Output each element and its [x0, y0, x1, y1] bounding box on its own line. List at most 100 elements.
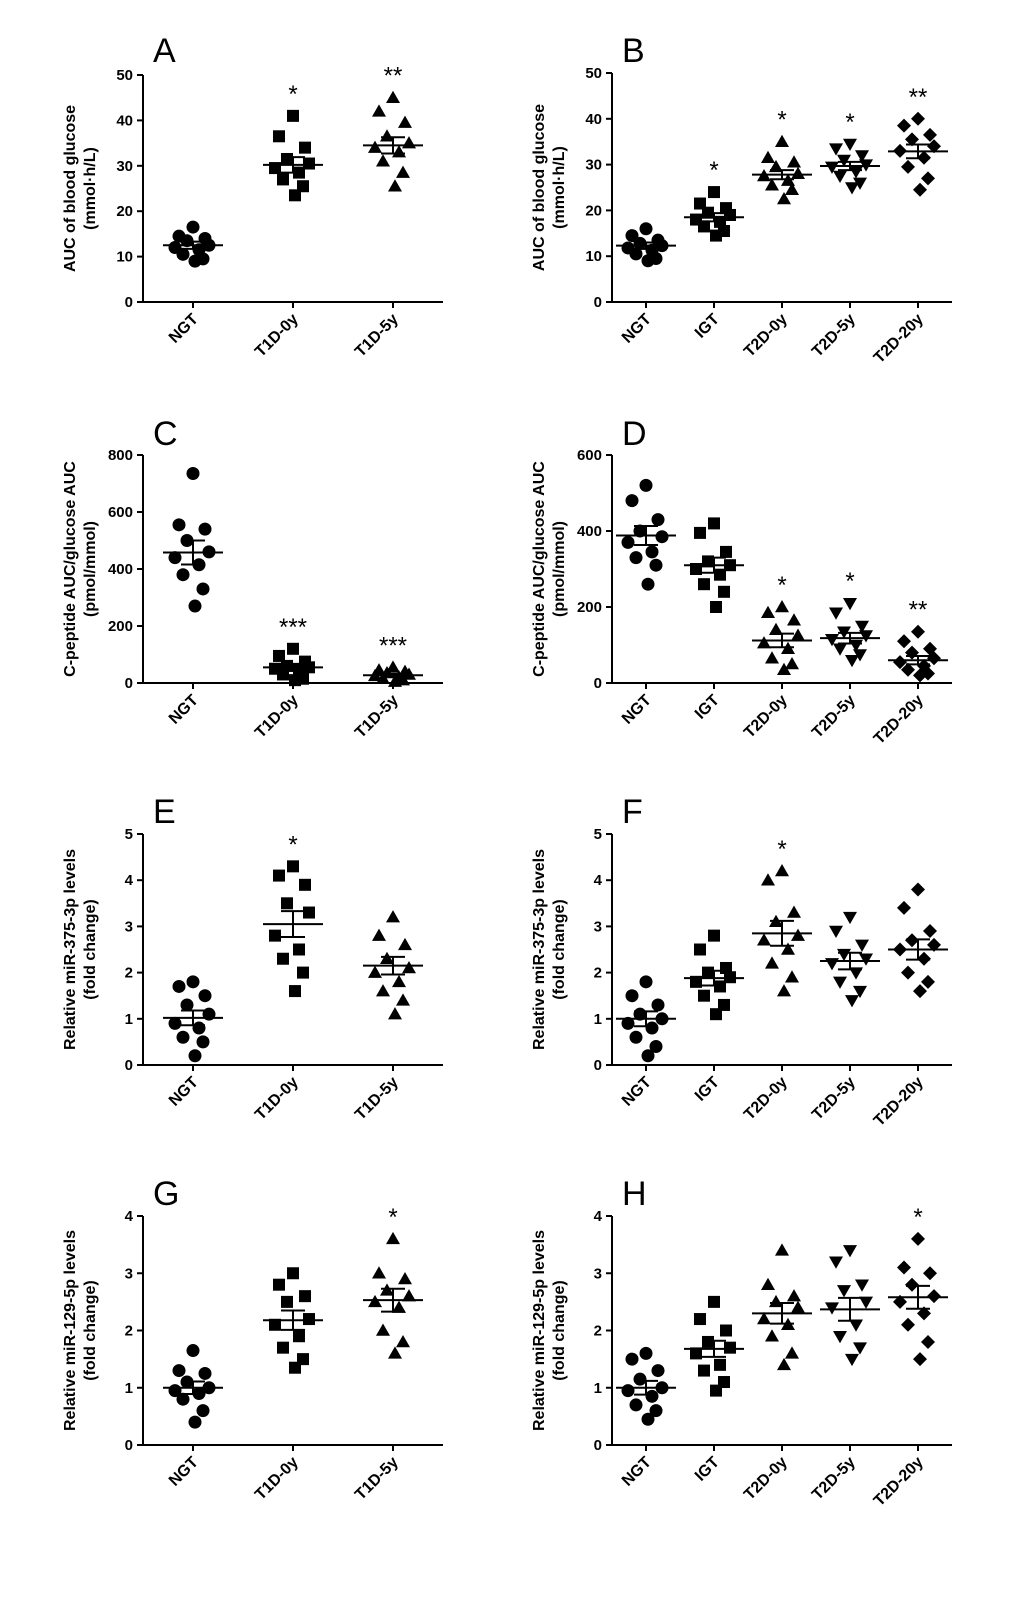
data-point [694, 526, 706, 539]
data-point [651, 998, 665, 1012]
data-point [649, 1040, 663, 1054]
y-tick-label: 0 [594, 675, 602, 692]
y-tick-label: 30 [116, 158, 133, 175]
data-point [829, 1256, 843, 1269]
data-point [376, 1323, 390, 1336]
data-point [837, 948, 851, 962]
data-point [927, 139, 941, 154]
y-tick-label: 20 [585, 202, 602, 219]
data-point [927, 937, 941, 952]
data-point [398, 1271, 412, 1285]
y-tick-label: 1 [125, 1380, 133, 1397]
data-point [761, 605, 775, 618]
x-tick-label: T1D-5y [352, 1454, 402, 1504]
y-tick-label: 0 [125, 675, 133, 692]
data-point [901, 662, 915, 677]
data-point [710, 601, 722, 613]
data-point [718, 998, 730, 1011]
data-point [196, 1404, 210, 1418]
data-point [720, 1324, 732, 1337]
data-point [724, 1341, 736, 1354]
x-tick-label: IGT [692, 692, 723, 723]
data-point [765, 956, 779, 969]
data-point [921, 1334, 935, 1349]
data-point [718, 585, 730, 598]
data-point [777, 984, 791, 997]
data-point [777, 191, 791, 205]
data-point [633, 524, 647, 538]
data-point [269, 929, 281, 942]
y-tick-label: 4 [594, 872, 603, 889]
data-point [277, 952, 289, 965]
y-axis-label: Relative miR-375-3p levels [62, 849, 79, 1050]
data-point [398, 937, 412, 951]
data-point [698, 220, 710, 233]
y-tick-label: 40 [116, 112, 133, 129]
data-point [849, 967, 863, 980]
data-point [833, 1330, 847, 1344]
data-point [859, 1296, 873, 1309]
y-tick-label: 4 [125, 1208, 134, 1225]
data-point [897, 1260, 911, 1275]
x-tick-label: T2D-5y [809, 692, 859, 742]
data-point [837, 1285, 851, 1298]
data-point [368, 140, 382, 153]
data-point [198, 989, 212, 1003]
x-tick-label: T2D-0y [741, 1454, 791, 1504]
data-point [720, 545, 732, 558]
data-point [196, 582, 210, 596]
data-point [829, 143, 843, 156]
data-point [905, 1277, 919, 1292]
x-tick-label: T2D-5y [809, 311, 859, 361]
data-point [402, 667, 416, 680]
data-point [775, 134, 789, 147]
x-tick-label: T2D-0y [741, 1074, 791, 1124]
y-axis-label: Relative miR-129-5p levels [531, 1230, 548, 1431]
significance-label: * [913, 1204, 922, 1231]
x-tick-label: IGT [692, 1454, 723, 1485]
panel-letter: F [622, 793, 643, 831]
y-tick-label: 1 [594, 1380, 602, 1397]
x-tick-label: T1D-5y [352, 311, 402, 361]
data-point [694, 943, 706, 956]
data-point [649, 558, 663, 572]
data-point [287, 642, 299, 655]
y-tick-label: 50 [116, 67, 133, 84]
data-point [913, 1352, 927, 1367]
panel-C: C 0 200 400 600 800 C-peptide AUC/glucose AUC(… [62, 415, 443, 742]
data-point [645, 545, 659, 559]
y-tick-label: 3 [125, 1265, 133, 1282]
x-tick-label: NGT [166, 1074, 202, 1110]
data-point [402, 960, 416, 974]
x-tick-label: T1D-0y [252, 692, 302, 742]
data-point [833, 976, 847, 989]
data-point [186, 1344, 200, 1358]
data-point [791, 166, 805, 180]
x-tick-label: T2D-5y [809, 1454, 859, 1504]
data-point [281, 152, 293, 165]
data-point [188, 599, 202, 613]
y-tick-label: 30 [585, 157, 602, 174]
data-point [787, 613, 801, 626]
y-tick-label: 40 [585, 111, 602, 128]
data-point [893, 1294, 907, 1309]
data-point [787, 155, 801, 168]
data-point [901, 1317, 915, 1332]
data-point [281, 1295, 293, 1308]
y-tick-label: 2 [594, 965, 602, 982]
y-tick-label: 0 [125, 1437, 133, 1454]
data-point [785, 970, 799, 983]
data-point [198, 1366, 212, 1380]
data-point [845, 654, 859, 668]
data-point [180, 998, 194, 1012]
data-point [785, 657, 799, 670]
data-point [289, 985, 301, 998]
y-tick-label: 600 [108, 504, 133, 521]
data-point [849, 1319, 863, 1332]
data-point [287, 860, 299, 873]
x-tick-label: T2D-20y [871, 692, 927, 748]
data-point [629, 1030, 643, 1044]
data-point [186, 220, 200, 234]
data-point [299, 141, 311, 154]
data-point [913, 984, 927, 999]
